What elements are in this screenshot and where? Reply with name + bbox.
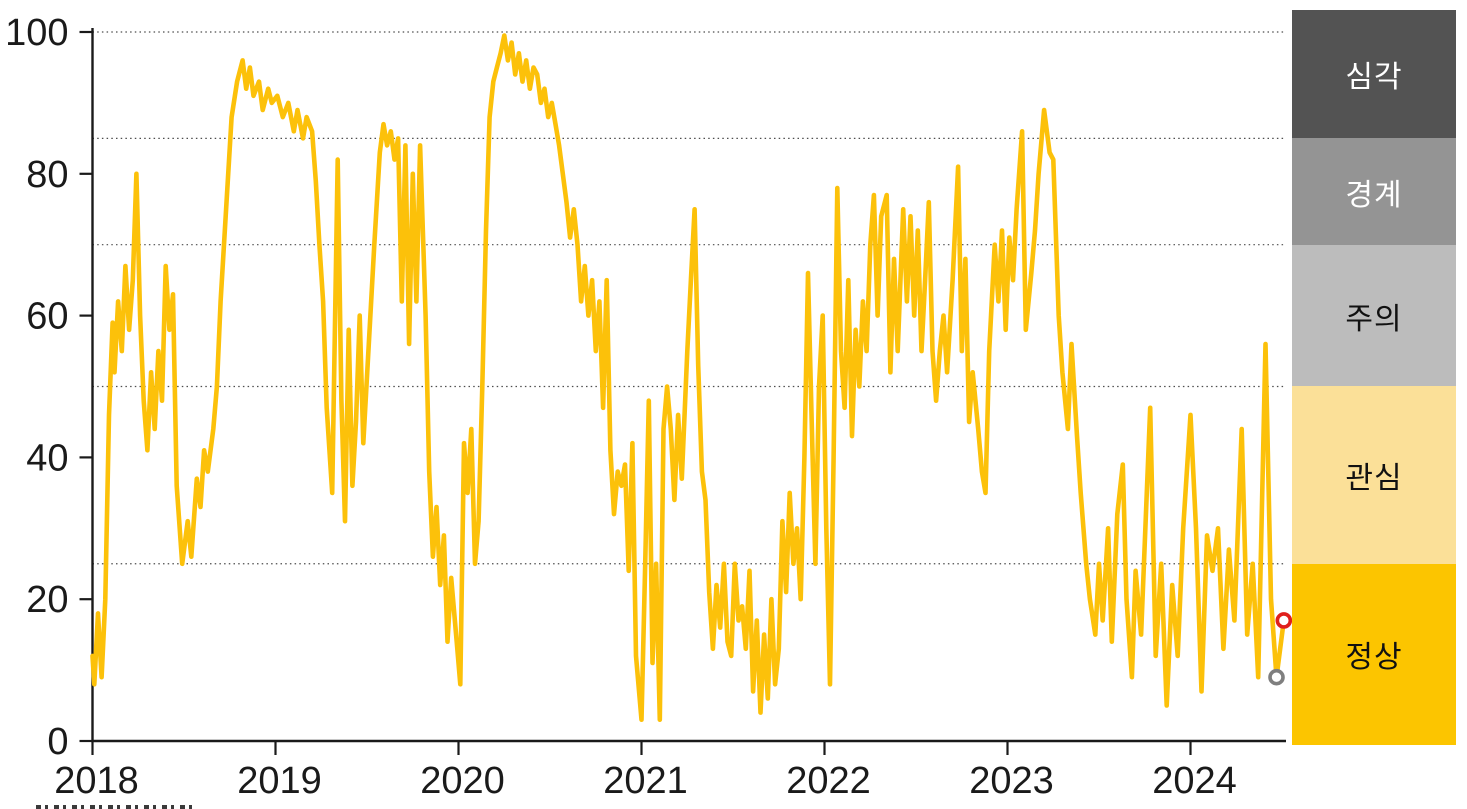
risk-zone-4: 관심 [1292, 386, 1456, 564]
x-tick-label-2019: 2019 [237, 760, 322, 802]
y-tick-label-60: 60 [26, 296, 68, 338]
y-tick-label-40: 40 [26, 437, 68, 479]
risk-zone-3: 주의 [1292, 244, 1456, 387]
risk-zone-1: 심각 [1292, 10, 1456, 139]
y-tick-label-20: 20 [26, 579, 68, 621]
risk-zone-5: 정상 [1292, 563, 1456, 745]
cutoff-caption-fragment [36, 805, 198, 809]
previous-point-marker [1268, 668, 1285, 686]
risk-zone-2: 경계 [1292, 138, 1456, 245]
risk-zone-label: 정상 [1345, 641, 1403, 675]
y-tick-label-0: 0 [47, 721, 68, 763]
y-tick-label-80: 80 [26, 154, 68, 196]
risk-zone-label: 주의 [1345, 302, 1403, 336]
risk-zone-label: 관심 [1345, 462, 1403, 496]
x-tick-label-2024: 2024 [1152, 760, 1237, 802]
risk-zone-label: 심각 [1345, 61, 1403, 95]
x-tick-label-2023: 2023 [969, 760, 1054, 802]
x-tick-label-2018: 2018 [54, 760, 139, 802]
latest-point-marker [1275, 612, 1293, 629]
x-tick-label-2022: 2022 [786, 760, 871, 802]
y-tick-label-100: 100 [5, 12, 68, 54]
x-tick-label-2020: 2020 [420, 760, 505, 802]
axes [91, 28, 1286, 743]
series-line-index [90, 33, 1287, 723]
x-tick-label-2021: 2021 [603, 760, 688, 802]
risk-zone-label: 경계 [1345, 178, 1403, 212]
